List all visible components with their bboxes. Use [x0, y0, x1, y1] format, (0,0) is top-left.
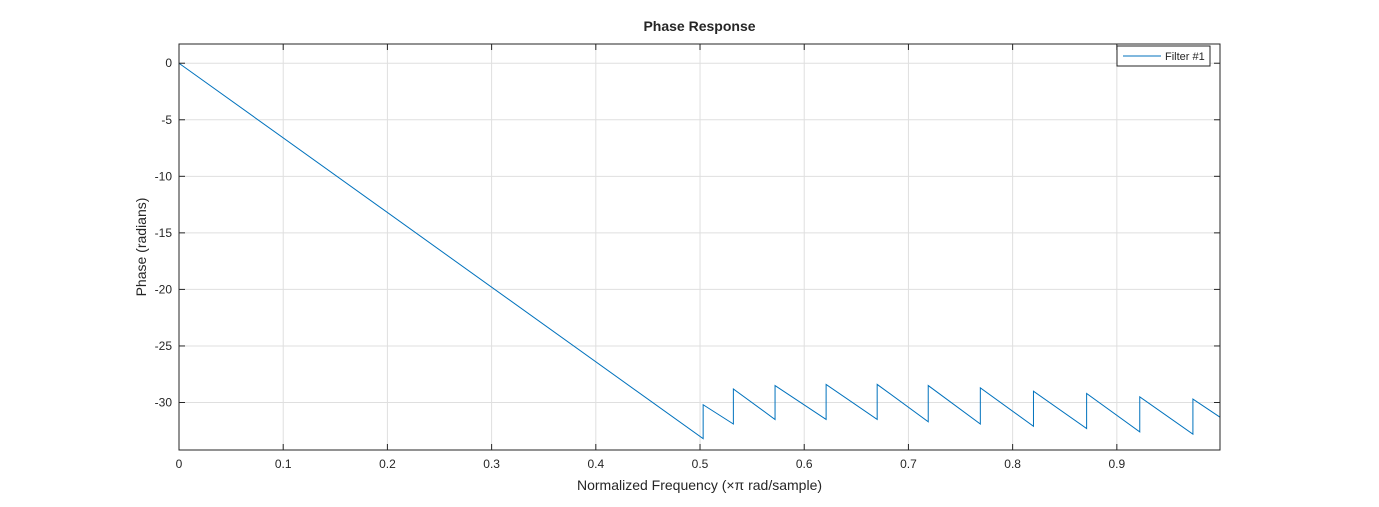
legend: Filter #1 [1116, 45, 1211, 67]
y-tick-label: 0 [165, 56, 172, 70]
x-tick-label: 0.8 [1004, 457, 1021, 471]
x-tick-label: 0.3 [483, 457, 500, 471]
legend-label-filter-1: Filter #1 [1165, 51, 1205, 63]
y-axis-label: Phase (radians) [133, 198, 149, 297]
y-tick-label: -30 [155, 396, 173, 410]
y-tick-label: -10 [155, 169, 173, 183]
y-tick-label: -5 [161, 113, 172, 127]
x-tick-label: 0.7 [900, 457, 917, 471]
x-tick-label: 0.6 [796, 457, 813, 471]
plot-area-border [178, 43, 1221, 451]
x-tick-label: 0.5 [692, 457, 709, 471]
x-tick-label: 0.9 [1108, 457, 1125, 471]
series-layer [178, 62, 1221, 440]
legend-box [1116, 45, 1211, 67]
grid-lines [178, 44, 1220, 450]
y-tick-label: -15 [155, 226, 173, 240]
x-tick-label: 0.1 [275, 457, 292, 471]
y-tick-label: -20 [155, 282, 173, 296]
series-line-filter-1 [178, 62, 1221, 440]
x-tick-label: 0.2 [379, 457, 396, 471]
x-tick-label: 0 [176, 457, 183, 471]
x-axis-label: Normalized Frequency (×π rad/sample) [577, 477, 822, 493]
x-tick-label: 0.4 [587, 457, 604, 471]
y-tick-label: -25 [155, 339, 173, 353]
axis-ticks: 0 0.1 0.2 0.3 0.4 0.5 0.6 0.7 0.8 0.9 0 -5 -10 -15 -20… [155, 44, 1220, 471]
chart-title: Phase Response [643, 18, 755, 34]
